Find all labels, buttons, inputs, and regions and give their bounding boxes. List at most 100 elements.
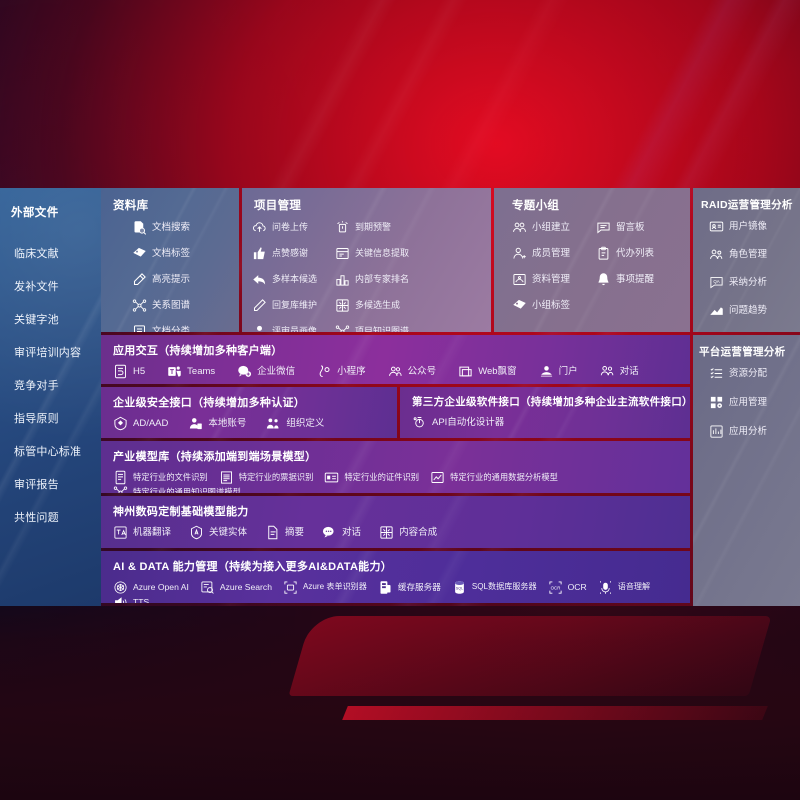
project-item-reviewer-portrait[interactable]: 评审员画像 [252, 324, 335, 332]
extract-icon [335, 246, 350, 261]
app-item-wecom[interactable]: 企业微信 [237, 364, 295, 379]
project-item-label: 到期预警 [355, 222, 392, 232]
group-item-task-reminder[interactable]: 事项提醒 [596, 272, 680, 287]
library-item-document-search[interactable]: 文档搜索 [132, 220, 239, 235]
app-item-miniprogram[interactable]: 小程序 [317, 364, 366, 379]
ai-item-sql-database[interactable]: SQL SQL数据库服务器 [452, 580, 537, 595]
industry-item-invoice-recognition[interactable]: 特定行业的票据识别 [219, 470, 313, 485]
project-item-expiry-alert[interactable]: 到期预警 [335, 220, 418, 235]
ai-item-tts[interactable]: TTS [113, 595, 149, 603]
raid-item-label: 采纳分析 [729, 276, 768, 288]
industry-item-file-recognition[interactable]: 特定行业的文件识别 [113, 470, 208, 485]
project-item-multi-candidate-gen[interactable]: 多候选生成 [335, 298, 418, 313]
base-item-machine-translation[interactable]: 机器翻译 [113, 525, 171, 540]
security-item-label: AD/AAD [133, 417, 169, 429]
security-third-party-row: 企业级安全接口（持续增加多种认证） AD/AAD 本地账号 [101, 387, 690, 438]
platform-item-label: 资源分配 [729, 367, 768, 379]
project-item-expert-ranking[interactable]: 内部专家排名 [335, 272, 418, 287]
ai-item-cache-server[interactable]: 缓存服务器 [378, 580, 441, 595]
sidebar-item-competitors[interactable]: 竞争对手 [0, 370, 101, 403]
platform-item-resource-allocation[interactable]: 资源分配 [709, 366, 800, 381]
base-item-content-synthesis[interactable]: 内容合成 [379, 525, 437, 540]
sidebar-item-supplement-files[interactable]: 发补文件 [0, 271, 101, 304]
library-item-relation-graph[interactable]: 关系图谱 [132, 298, 239, 313]
app-item-portal[interactable]: 门户 [539, 364, 578, 379]
project-item-thanks-like[interactable]: 点赞感谢 [252, 246, 335, 261]
security-item-org-define[interactable]: 组织定义 [266, 416, 324, 431]
raid-item-role-manage[interactable]: 角色管理 [709, 247, 800, 262]
project-item-label: 内部专家排名 [355, 274, 410, 284]
base-item-summary[interactable]: 摘要 [265, 525, 304, 540]
project-item-label: 回复库维护 [272, 300, 318, 310]
chat-icon [322, 525, 337, 540]
base-item-dialog[interactable]: 对话 [322, 525, 361, 540]
background-lower-stage [0, 606, 800, 800]
library-item-document-category[interactable]: 文档分类 [132, 324, 239, 332]
panel-title-third-party: 第三方企业级软件接口（持续增加多种企业主流软件接口） [412, 396, 690, 408]
library-item-document-tag[interactable]: 文档标签 [132, 246, 239, 261]
top-row: 资料库 文档搜索 文档标签 高亮提示 [101, 188, 800, 332]
security-item-local-account[interactable]: 本地账号 [188, 416, 246, 431]
cache-server-icon [378, 580, 393, 595]
industry-item-id-recognition[interactable]: 特定行业的证件识别 [324, 470, 419, 485]
graph-network-icon [132, 298, 147, 313]
sidebar-item-standards-center[interactable]: 标管中心标准 [0, 436, 101, 469]
app-item-web-floating-window[interactable]: Web飘窗 [458, 364, 517, 379]
ai-item-ocr[interactable]: OCR OCR [548, 580, 587, 595]
project-item-label: 点赞感谢 [272, 248, 309, 258]
group-item-todo-list[interactable]: 代办列表 [596, 246, 680, 261]
ai-item-speech-understanding[interactable]: 语音理解 [598, 580, 650, 595]
industry-model-items: 特定行业的文件识别 特定行业的票据识别 特定行业的证件识别 特定行业的 [113, 470, 690, 493]
app-item-label: 小程序 [337, 365, 366, 377]
security-item-ad-aad[interactable]: AD/AAD [113, 416, 168, 431]
group-item-group-tag[interactable]: 小组标签 [512, 298, 596, 313]
sidebar-item-review-report[interactable]: 审评报告 [0, 469, 101, 502]
project-item-multi-sample-candidate[interactable]: 多样本候选 [252, 272, 335, 287]
raid-item-issue-trend[interactable]: 问题趋势 [709, 303, 800, 318]
sidebar-item-common-issues[interactable]: 共性问题 [0, 502, 101, 535]
app-item-h5[interactable]: H5 [113, 364, 145, 379]
project-item-key-info-extract[interactable]: 关键信息提取 [335, 246, 418, 261]
project-item-reply-library[interactable]: 回复库维护 [252, 298, 335, 313]
app-item-official-account[interactable]: 公众号 [388, 364, 436, 379]
project-item-knowledge-graph[interactable]: 项目知识图谱 [335, 324, 418, 332]
architecture-board: 外部文件 临床文献 发补文件 关键字池 审评培训内容 竞争对手 指导原则 标管中… [0, 188, 800, 606]
group-item-message-board[interactable]: 留言板 [596, 220, 680, 235]
sidebar-item-keyword-pool[interactable]: 关键字池 [0, 304, 101, 337]
ai-item-azure-search[interactable]: Azure Search [200, 580, 272, 595]
ai-item-label: TTS [133, 597, 150, 603]
platform-item-app-analysis[interactable]: 应用分析 [709, 424, 800, 439]
platform-item-app-manage[interactable]: 应用管理 [709, 395, 800, 410]
sidebar-item-label: 共性问题 [14, 512, 59, 524]
library-item-highlight[interactable]: 高亮提示 [132, 272, 239, 287]
base-item-key-entity[interactable]: 关键实体 [189, 525, 247, 540]
library-item-label: 关系图谱 [152, 299, 191, 311]
panel-title-raid: RAID运营管理分析 [701, 199, 793, 211]
ai-item-azure-open-ai[interactable]: Azure Open AI [113, 580, 189, 595]
document-search-icon [132, 220, 147, 235]
panel-title-app-interaction: 应用交互（持续增加多种客户端） [113, 345, 283, 357]
group-item-create-group[interactable]: 小组建立 [512, 220, 596, 235]
trend-chart-icon [709, 303, 724, 318]
app-item-teams[interactable]: Teams [167, 364, 215, 379]
raid-item-user-profile[interactable]: 用户镜像 [709, 219, 800, 234]
group-item-member-manage[interactable]: 成员管理 [512, 246, 596, 261]
app-item-dialog[interactable]: 对话 [600, 364, 639, 379]
message-board-icon [596, 220, 611, 235]
project-items: 问卷上传 到期预警 点赞感谢 关键信息提取 [242, 220, 491, 332]
raid-item-adoption-analysis[interactable]: QA 采纳分析 [709, 275, 800, 290]
ai-item-form-recognizer[interactable]: Azure 表单识别器 [283, 580, 367, 595]
industry-item-knowledge-graph-model[interactable]: 特定行业的通用知识图谱模型 [113, 485, 241, 493]
panel-base-model-capability: 神州数码定制基础模型能力 机器翻译 关键实体 摘要 [101, 496, 690, 548]
third-party-item-api-designer[interactable]: API自动化设计器 [412, 415, 504, 430]
group-item-material-manage[interactable]: 资料管理 [512, 272, 596, 287]
data-analysis-model-icon [430, 470, 445, 485]
panel-title-platform: 平台运营管理分析 [699, 346, 786, 358]
sidebar-item-guidelines[interactable]: 指导原则 [0, 403, 101, 436]
sidebar-item-review-training[interactable]: 审评培训内容 [0, 337, 101, 370]
person-portrait-icon [252, 324, 267, 332]
panel-title-base-model: 神州数码定制基础模型能力 [113, 506, 249, 518]
industry-item-data-analysis-model[interactable]: 特定行业的通用数据分析模型 [430, 470, 558, 485]
project-item-questionnaire-upload[interactable]: 问卷上传 [252, 220, 335, 235]
sidebar-item-clinical-literature[interactable]: 临床文献 [0, 238, 101, 271]
